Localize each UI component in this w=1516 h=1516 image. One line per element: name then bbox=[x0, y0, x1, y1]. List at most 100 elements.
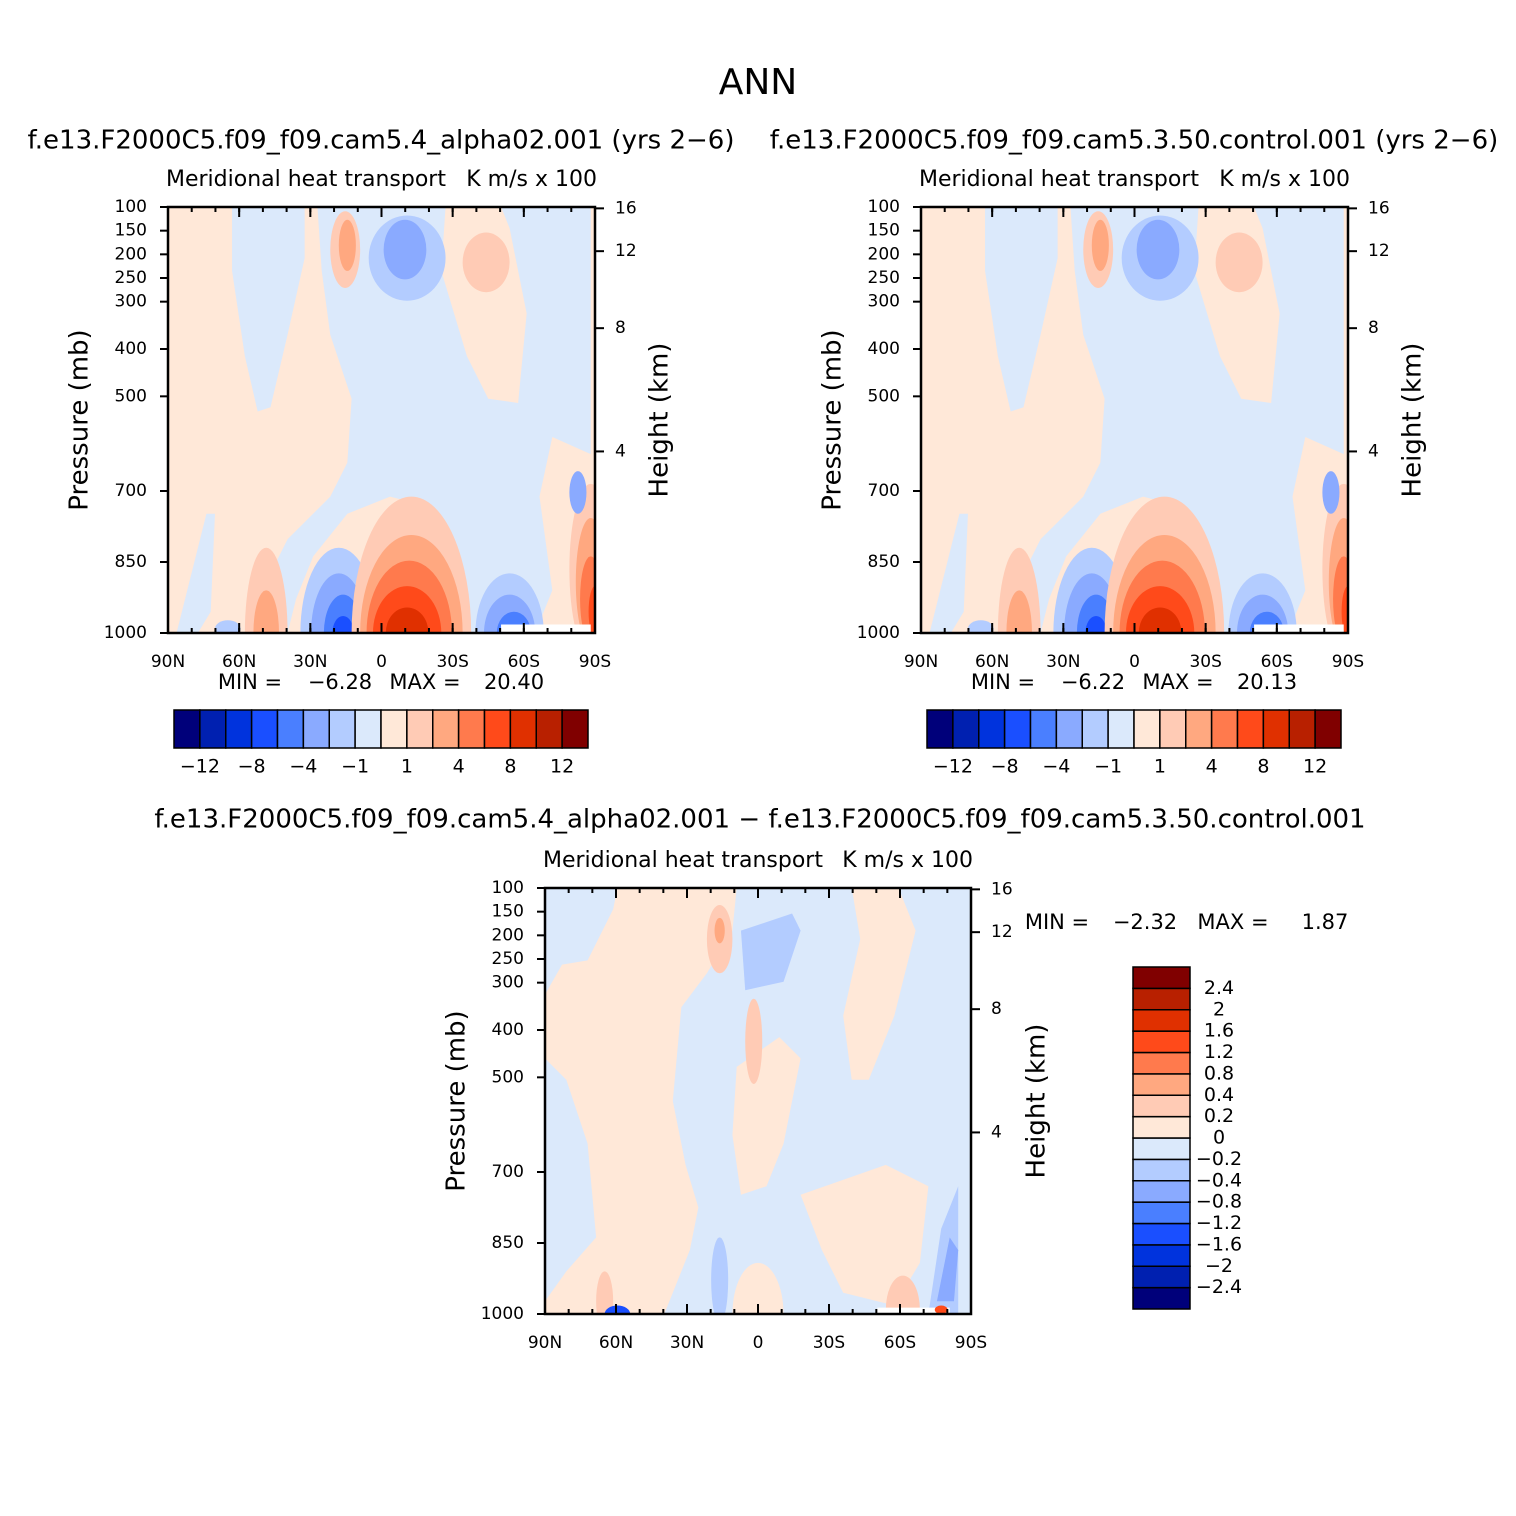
colorbar-label: 2.4 bbox=[1204, 977, 1234, 999]
colorbar-box bbox=[952, 709, 980, 749]
colorbar-label: −0.8 bbox=[1196, 1191, 1242, 1213]
contour-fill bbox=[1085, 615, 1107, 633]
panel-title: f.e13.F2000C5.f09_f09.cam5.4_alpha02.001… bbox=[154, 805, 1365, 835]
y2-axis-label: Height (km) bbox=[1398, 343, 1428, 498]
x-tick-label: 90N bbox=[151, 652, 185, 672]
y-tick-label: 700 bbox=[115, 481, 147, 501]
colorbar-box bbox=[561, 709, 589, 749]
contour-fill bbox=[934, 1305, 948, 1314]
x-tick-label: 90S bbox=[579, 652, 611, 672]
contour-fill bbox=[1091, 219, 1109, 271]
colorbar-box bbox=[380, 709, 408, 749]
contour-fill bbox=[596, 1271, 614, 1314]
colorbar-box bbox=[1210, 709, 1239, 749]
x-tick-label: 90N bbox=[904, 652, 938, 672]
colorbar-label: −1.6 bbox=[1196, 1233, 1242, 1255]
contour-fill bbox=[501, 624, 591, 633]
colorbar-label: 0.8 bbox=[1204, 1062, 1234, 1084]
colorbar-box bbox=[1133, 709, 1161, 749]
contour-field bbox=[545, 888, 971, 1314]
colorbar-label: 8 bbox=[504, 756, 516, 778]
stat-label: MIN = bbox=[1025, 910, 1089, 934]
contour-fill bbox=[1006, 590, 1033, 633]
colorbar-box bbox=[1132, 1073, 1191, 1096]
contour-fill bbox=[877, 1307, 950, 1314]
colorbar-box bbox=[1132, 987, 1191, 1011]
colorbar-box bbox=[1132, 1115, 1191, 1139]
colorbar-box bbox=[1132, 1137, 1191, 1161]
y2-tick-label: 16 bbox=[1368, 198, 1390, 218]
y-tick-label: 150 bbox=[492, 902, 524, 922]
colorbar-box bbox=[302, 709, 330, 749]
panel: f.e13.F2000C5.f09_f09.cam5.4_alpha02.001… bbox=[28, 126, 735, 778]
y-tick-label: 300 bbox=[492, 973, 524, 993]
x-tick-label: 90N bbox=[528, 1333, 562, 1353]
colorbar-box bbox=[1132, 1286, 1191, 1310]
colorbar-label: 1.2 bbox=[1204, 1041, 1234, 1063]
colorbar-box bbox=[1132, 1201, 1191, 1225]
y-tick-label: 400 bbox=[492, 1020, 524, 1040]
contour-fill bbox=[338, 219, 356, 271]
contour-fill bbox=[732, 1262, 784, 1314]
contour-fill bbox=[885, 1275, 920, 1314]
colorbar-box bbox=[1132, 1158, 1191, 1182]
contour-fill bbox=[1215, 232, 1263, 293]
x-tick-label: 30S bbox=[813, 1333, 845, 1353]
x-tick-label: 90S bbox=[1332, 652, 1364, 672]
colorbar-box bbox=[276, 709, 305, 749]
contour-fill bbox=[588, 586, 595, 633]
colorbar-label: −1.2 bbox=[1196, 1212, 1242, 1234]
colorbar-label: −1 bbox=[1094, 756, 1122, 778]
contour-fill bbox=[385, 607, 429, 633]
colorbar-box bbox=[1132, 1030, 1191, 1054]
colorbar-label: −12 bbox=[933, 756, 973, 778]
y2-tick-label: 4 bbox=[1368, 441, 1379, 461]
y-tick-label: 1000 bbox=[857, 623, 900, 643]
x-tick-label: 30S bbox=[436, 652, 468, 672]
colorbar-box bbox=[1029, 709, 1058, 749]
colorbar-box bbox=[1288, 709, 1316, 749]
right-title: K m/s x 100 bbox=[466, 167, 597, 192]
contour-fill bbox=[1138, 607, 1182, 633]
x-tick-label: 0 bbox=[376, 652, 387, 672]
colorbar-box bbox=[1236, 709, 1265, 749]
stat-value: 1.87 bbox=[1302, 910, 1349, 934]
y-tick-label: 300 bbox=[115, 292, 147, 312]
colorbar-box bbox=[173, 709, 201, 749]
contour-field bbox=[168, 207, 595, 633]
contour-fill bbox=[745, 998, 763, 1084]
y2-tick-label: 4 bbox=[615, 441, 626, 461]
y2-tick-label: 16 bbox=[991, 879, 1013, 899]
colorbar-box bbox=[535, 709, 563, 749]
colorbar-label: 0.4 bbox=[1204, 1084, 1234, 1106]
left-title: Meridional heat transport bbox=[166, 167, 446, 192]
y-tick-label: 250 bbox=[868, 268, 900, 288]
stat-label: MIN = bbox=[218, 670, 282, 694]
x-tick-label: 30N bbox=[670, 1333, 704, 1353]
y2-tick-label: 12 bbox=[991, 922, 1013, 942]
y-tick-label: 1000 bbox=[104, 623, 147, 643]
colorbar-box bbox=[457, 709, 486, 749]
stat-label: MAX = bbox=[389, 670, 460, 694]
contour-fill bbox=[1136, 219, 1180, 280]
y-tick-label: 250 bbox=[115, 268, 147, 288]
contour-fill bbox=[232, 207, 305, 412]
y-tick-label: 150 bbox=[868, 221, 900, 241]
y2-tick-label: 8 bbox=[991, 999, 1002, 1019]
y-tick-label: 400 bbox=[868, 339, 900, 359]
colorbar-box bbox=[199, 709, 227, 749]
stat-value: 20.13 bbox=[1237, 670, 1297, 694]
x-tick-label: 0 bbox=[1129, 652, 1140, 672]
y-tick-label: 1000 bbox=[481, 1304, 524, 1324]
colorbar-label: 1.6 bbox=[1204, 1020, 1234, 1042]
y2-axis-label: Height (km) bbox=[1022, 1024, 1052, 1179]
colorbar-box bbox=[1132, 966, 1191, 990]
x-tick-label: 60S bbox=[1261, 652, 1293, 672]
stat-value: −2.32 bbox=[1113, 910, 1177, 934]
contour-fill bbox=[176, 513, 215, 633]
colorbar-label: 4 bbox=[453, 756, 465, 778]
contour-fill bbox=[1341, 586, 1348, 633]
x-tick-label: 30N bbox=[293, 652, 327, 672]
y2-tick-label: 8 bbox=[1368, 318, 1379, 338]
colorbar-box bbox=[406, 709, 434, 749]
